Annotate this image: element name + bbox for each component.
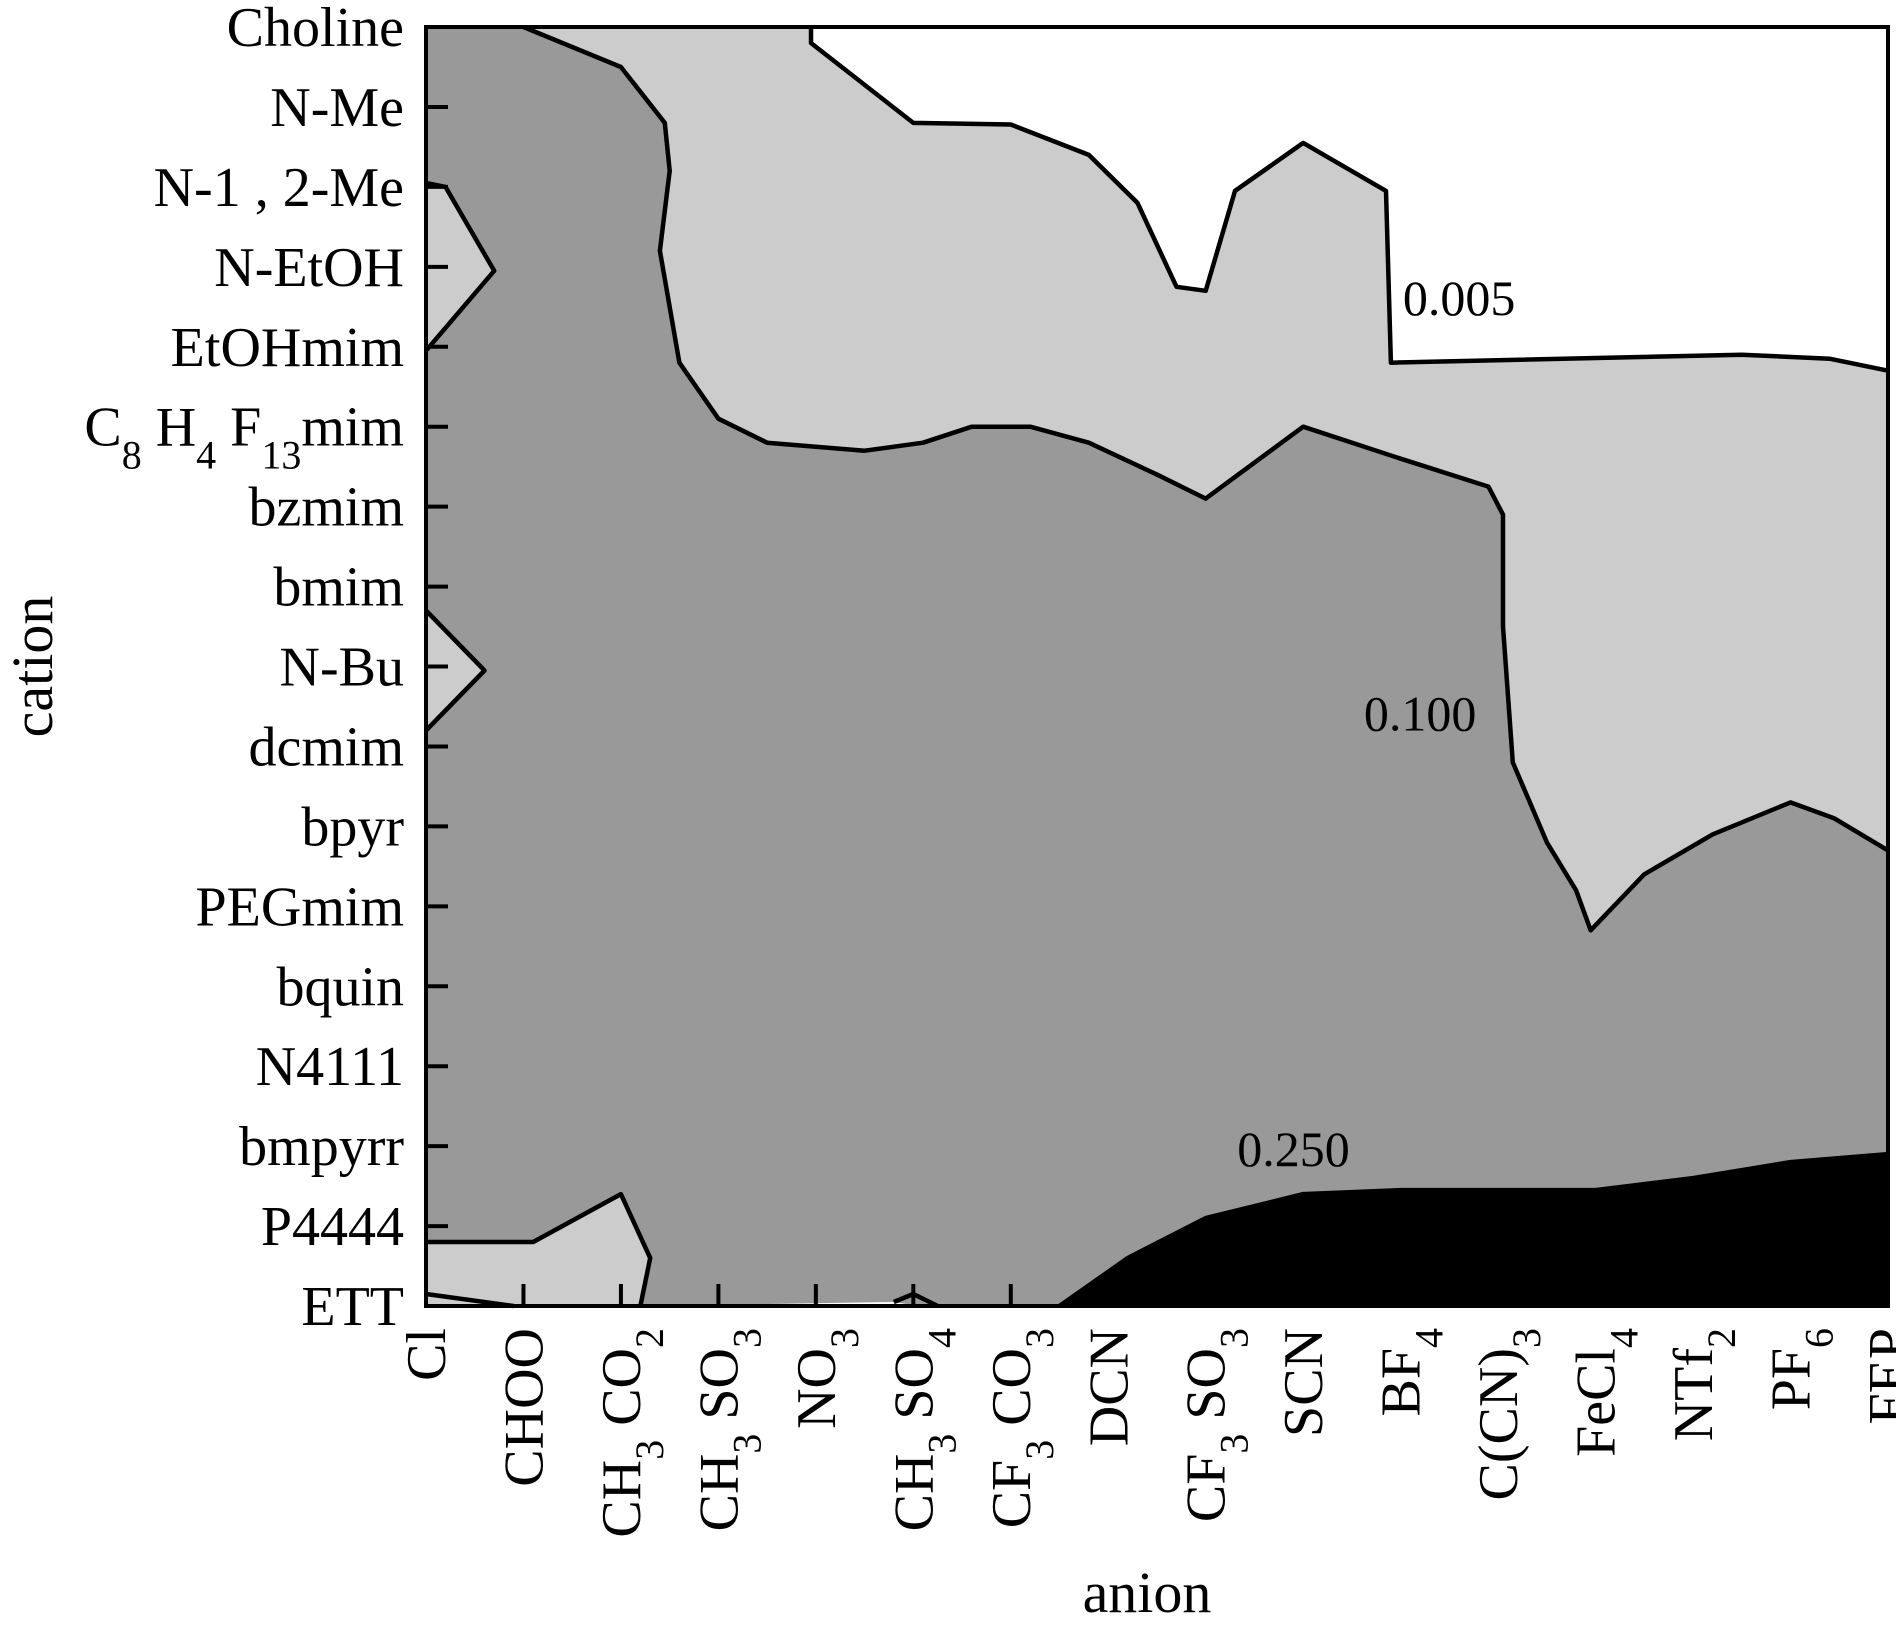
x-tick-label: PF6: [1761, 1328, 1842, 1410]
x-tick-label: CHOO: [493, 1328, 555, 1487]
x-tick-label: CF3 CO3: [981, 1328, 1062, 1528]
region-0-005-to-0-100-1: [523, 27, 1888, 931]
y-tick-label: ETT: [301, 1276, 404, 1338]
y-tick-label: bpyr: [301, 796, 404, 858]
y-tick-label: PEGmim: [196, 876, 404, 938]
y-tick-label: bquin: [276, 956, 404, 1018]
x-tick-label: BF4: [1371, 1328, 1452, 1417]
y-tick-label: bmim: [273, 557, 404, 619]
contour-label: 0.005: [1403, 270, 1516, 326]
x-tick-label: FEP: [1858, 1328, 1896, 1425]
contour-regions: [426, 27, 1888, 1306]
y-tick-label: P4444: [261, 1196, 404, 1258]
x-tick-label: CH3 CO2: [591, 1328, 672, 1538]
contour-lines: [424, 24, 1890, 1309]
x-axis-label: anion: [1083, 1560, 1212, 1625]
contour-label: 0.250: [1237, 1121, 1350, 1177]
x-tick-label: NTf2: [1663, 1328, 1744, 1441]
contour-line-0-100-1: [522, 24, 1890, 933]
y-tick-label: C8 H4 F13mim: [84, 397, 404, 478]
y-tick-label: N-Me: [270, 77, 404, 139]
x-tick-label: C(CN)3: [1468, 1328, 1549, 1500]
x-tick-label: CF3 SO3: [1176, 1328, 1257, 1522]
y-tick-label: N4111: [256, 1036, 404, 1098]
x-tick-label: NO3: [786, 1328, 867, 1429]
x-tick-label: FeCl4: [1566, 1328, 1647, 1457]
region-0-005-to-0-100-2: [426, 182, 495, 351]
y-tick-label: Choline: [227, 0, 404, 59]
contour-label: 0.100: [1364, 685, 1477, 741]
y-tick-label: N-Bu: [280, 637, 404, 699]
x-tick-label: SCN: [1273, 1328, 1335, 1437]
x-tick-label: DCN: [1078, 1328, 1140, 1446]
x-tick-label: CH3 SO3: [688, 1328, 769, 1531]
contour-labels: 0.005 0.100 0.250: [1237, 270, 1515, 1177]
x-tick-label: CH3 SO4: [883, 1328, 964, 1531]
region-0-005-to-0-100-3: [426, 610, 485, 731]
y-axis: Choline N-Me N-1 , 2-Me N-EtOH EtOHmim C8 H4 …: [84, 0, 448, 1338]
contour-line-0-100-3: [424, 608, 487, 733]
region-above-0-250-5: [1059, 1154, 1888, 1306]
contour-line-0-250-7: [1058, 1151, 1889, 1308]
y-tick-label: bzmim: [248, 477, 404, 539]
contour-line-0-100-4: [426, 1191, 653, 1307]
y-tick-label: N-EtOH: [214, 237, 404, 299]
y-axis-label: cation: [0, 596, 65, 738]
y-tick-label: bmpyrr: [239, 1116, 404, 1178]
y-tick-label: dcmim: [248, 716, 404, 778]
contour-line-0-005-0: [808, 27, 1889, 373]
y-tick-label: EtOHmim: [171, 317, 404, 379]
region-0-005-to-0-100-4: [426, 1194, 651, 1306]
y-tick-label: N-1 , 2-Me: [154, 157, 404, 219]
x-tick-label: Cl: [396, 1328, 458, 1381]
region-0-100-to-0-250-0: [426, 27, 1888, 1306]
